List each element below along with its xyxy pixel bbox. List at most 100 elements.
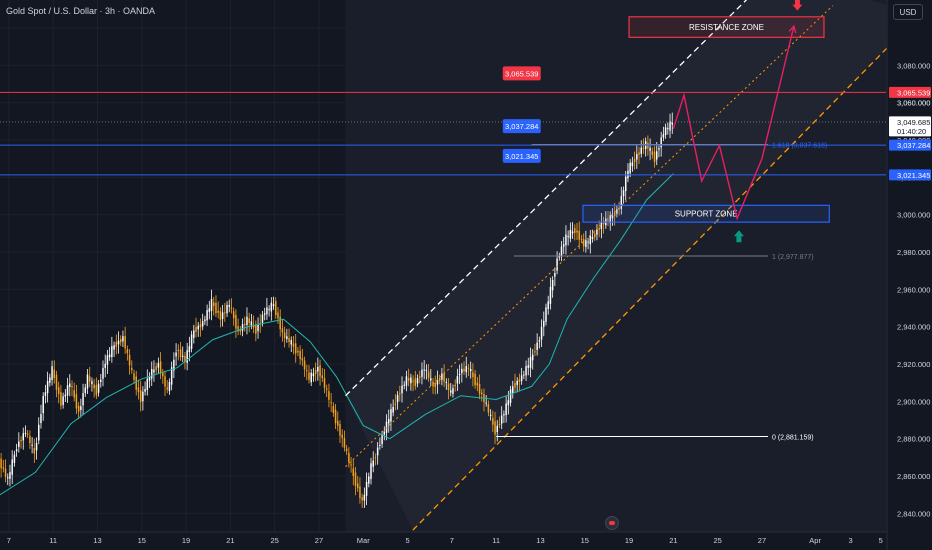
candle-body <box>618 207 620 210</box>
price-scale-label-bg <box>889 169 931 181</box>
candle <box>376 442 379 465</box>
candle <box>69 374 71 397</box>
candle-body <box>53 369 56 378</box>
candle-body <box>505 403 507 416</box>
candle <box>450 383 452 397</box>
candle-body <box>310 372 312 383</box>
candle <box>57 381 60 404</box>
price-scale-label-bg <box>889 139 931 151</box>
candle-body <box>421 369 423 377</box>
candle-body <box>531 354 534 361</box>
candle-body <box>157 363 160 368</box>
candle-body <box>438 378 441 381</box>
candle-body <box>164 376 166 387</box>
time-tick-label: 5 <box>405 536 409 545</box>
candle <box>230 298 233 314</box>
candle-body <box>425 369 428 371</box>
candle <box>51 360 53 386</box>
candle-body <box>133 373 135 380</box>
currency-button[interactable]: USD <box>893 4 923 20</box>
candle-body <box>146 378 149 390</box>
candle <box>206 304 208 326</box>
price-scale-label: 3,060.000 <box>897 99 930 108</box>
candle-body <box>461 368 463 374</box>
candle <box>26 429 29 439</box>
time-tick-label: 11 <box>492 536 500 545</box>
candle <box>423 360 425 380</box>
candle <box>593 229 596 241</box>
candle <box>131 360 133 374</box>
candle <box>647 135 649 156</box>
candle-body <box>653 151 656 163</box>
candle-body <box>239 329 242 332</box>
candle <box>560 240 563 262</box>
candle-body <box>69 383 71 387</box>
candle <box>186 342 188 371</box>
candle-body <box>582 239 585 247</box>
candle-body <box>589 235 592 245</box>
candle-body <box>219 311 222 320</box>
candle-body <box>104 363 106 368</box>
price-scale-label-bg <box>889 116 931 137</box>
candle <box>571 222 574 239</box>
candle-body <box>64 394 67 397</box>
candle-body <box>257 324 259 332</box>
candle <box>9 464 11 487</box>
candle-body <box>565 234 567 246</box>
candle <box>228 299 231 313</box>
candle <box>4 459 7 483</box>
moving-average-line <box>0 173 674 496</box>
candle-body <box>137 387 140 393</box>
candle-body <box>75 394 78 409</box>
candle <box>142 386 144 411</box>
candle-body <box>122 336 124 342</box>
candle-body <box>396 394 399 403</box>
candle-body <box>33 448 36 454</box>
countdown-label: 01:40:20 <box>897 127 926 136</box>
candle-body <box>119 339 122 343</box>
symbol-title: Gold Spot / U.S. Dollar · 3h · OANDA <box>6 6 156 16</box>
candle-body <box>235 314 237 329</box>
candle <box>146 369 149 396</box>
candle-body <box>545 307 547 322</box>
candle-body <box>560 246 563 256</box>
candle-body <box>372 460 374 467</box>
candle-body <box>268 308 270 310</box>
candle <box>88 366 91 388</box>
candle <box>556 251 558 275</box>
candle <box>469 361 472 379</box>
candle-body <box>208 308 211 312</box>
candle-body <box>168 382 171 392</box>
candle-body <box>492 418 494 425</box>
candle <box>312 367 315 382</box>
candle-body <box>596 229 598 235</box>
channel-lower-dashed-line <box>412 12 922 531</box>
projection-path <box>672 25 795 221</box>
candle-body <box>556 258 558 271</box>
candle <box>370 457 372 485</box>
candle-body <box>13 454 16 463</box>
channel-middle-dashed-line <box>345 5 834 468</box>
candle <box>664 123 667 139</box>
candle-body <box>416 378 419 384</box>
candle <box>115 334 118 355</box>
candle-body <box>317 366 319 372</box>
candle-body <box>494 421 496 435</box>
bullish-arrow-icon <box>733 230 744 243</box>
candle-body <box>379 444 381 446</box>
candle-body <box>529 356 532 368</box>
candle-body <box>551 280 554 291</box>
candle <box>339 420 341 444</box>
candle <box>124 326 126 355</box>
candle <box>551 276 554 298</box>
candle-body <box>620 196 623 209</box>
candle-body <box>111 346 113 358</box>
candle-body <box>31 444 33 446</box>
candle-body <box>407 378 410 381</box>
candle <box>77 402 80 420</box>
candle <box>498 416 501 429</box>
channel-fill <box>345 0 922 531</box>
candle-body <box>321 375 324 379</box>
candle-body <box>73 390 75 398</box>
